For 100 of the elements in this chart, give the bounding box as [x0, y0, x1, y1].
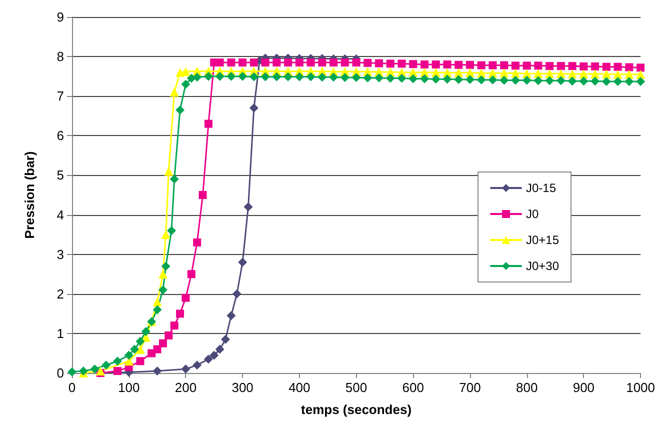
- point: [591, 62, 600, 70]
- point: [198, 191, 207, 199]
- point: [210, 350, 219, 360]
- point: [442, 74, 452, 84]
- point: [318, 58, 326, 66]
- point: [580, 62, 588, 70]
- point: [176, 105, 185, 114]
- point: [164, 331, 173, 340]
- point: [161, 262, 170, 271]
- x-tick-label: 0: [68, 380, 76, 395]
- y-tick-label: 9: [56, 10, 64, 24]
- point: [340, 73, 350, 82]
- point: [113, 367, 122, 376]
- y-tick-label: 1: [56, 326, 64, 341]
- x-tick-label: 600: [402, 380, 424, 395]
- point: [386, 60, 394, 68]
- point: [443, 60, 452, 68]
- point: [187, 270, 196, 278]
- point: [636, 64, 645, 72]
- point: [511, 62, 520, 70]
- legend-label: J0: [526, 207, 539, 221]
- point: [386, 74, 395, 83]
- point: [318, 72, 327, 82]
- point: [136, 336, 145, 346]
- point: [636, 70, 646, 79]
- point: [613, 76, 622, 86]
- point: [272, 72, 282, 82]
- point: [556, 69, 566, 78]
- point: [152, 366, 162, 376]
- point: [579, 76, 588, 86]
- point: [613, 70, 622, 79]
- point: [152, 305, 162, 314]
- point: [238, 258, 248, 267]
- point: [522, 62, 531, 70]
- point: [158, 270, 168, 279]
- x-tick-label: 400: [288, 380, 310, 395]
- point: [170, 174, 179, 184]
- point: [431, 74, 440, 84]
- point: [158, 285, 168, 294]
- point: [102, 360, 111, 370]
- point: [590, 69, 600, 78]
- point: [602, 69, 611, 78]
- point: [602, 62, 610, 71]
- y-tick-label: 6: [56, 128, 64, 144]
- point: [624, 76, 634, 86]
- point: [158, 339, 167, 348]
- point: [130, 344, 140, 354]
- point: [226, 72, 236, 81]
- point: [164, 166, 174, 176]
- x-tick-label: 1000: [626, 380, 655, 395]
- point: [136, 357, 144, 366]
- x-tick-label: 100: [118, 380, 140, 395]
- x-tick-label: 500: [345, 380, 368, 395]
- x-tick-label: 900: [572, 380, 595, 395]
- point: [546, 62, 554, 70]
- point: [454, 75, 464, 84]
- point: [397, 74, 406, 83]
- point: [136, 344, 145, 354]
- point: [161, 230, 170, 240]
- point: [250, 58, 258, 66]
- point: [624, 70, 634, 79]
- point: [152, 297, 162, 306]
- point: [232, 289, 242, 298]
- point: [352, 58, 360, 66]
- point: [375, 59, 384, 68]
- legend-label: J0+30: [526, 259, 560, 273]
- point: [352, 73, 361, 82]
- point: [420, 74, 429, 84]
- point: [329, 72, 338, 82]
- point: [500, 61, 508, 70]
- point: [364, 58, 372, 67]
- point: [374, 73, 384, 82]
- point: [166, 226, 176, 236]
- point: [408, 74, 418, 84]
- point: [556, 76, 566, 86]
- point: [193, 238, 202, 246]
- point: [465, 75, 474, 84]
- point: [192, 360, 202, 370]
- point: [306, 72, 316, 82]
- point: [260, 72, 270, 82]
- point: [90, 364, 100, 374]
- x-tick-label: 300: [232, 380, 254, 395]
- point: [510, 68, 520, 78]
- point: [488, 68, 498, 78]
- point: [226, 311, 236, 320]
- point: [488, 75, 498, 84]
- point: [556, 62, 565, 70]
- point: [176, 310, 184, 318]
- y-tick-label: 7: [56, 88, 64, 104]
- point: [432, 60, 440, 68]
- x-axis-title: temps (secondes): [300, 402, 412, 417]
- y-tick-label: 2: [56, 286, 64, 302]
- point: [284, 58, 292, 66]
- point: [272, 58, 281, 66]
- point: [249, 72, 258, 82]
- point: [545, 76, 554, 86]
- point: [170, 322, 178, 330]
- point: [510, 76, 520, 85]
- point: [221, 334, 230, 344]
- point: [568, 69, 577, 78]
